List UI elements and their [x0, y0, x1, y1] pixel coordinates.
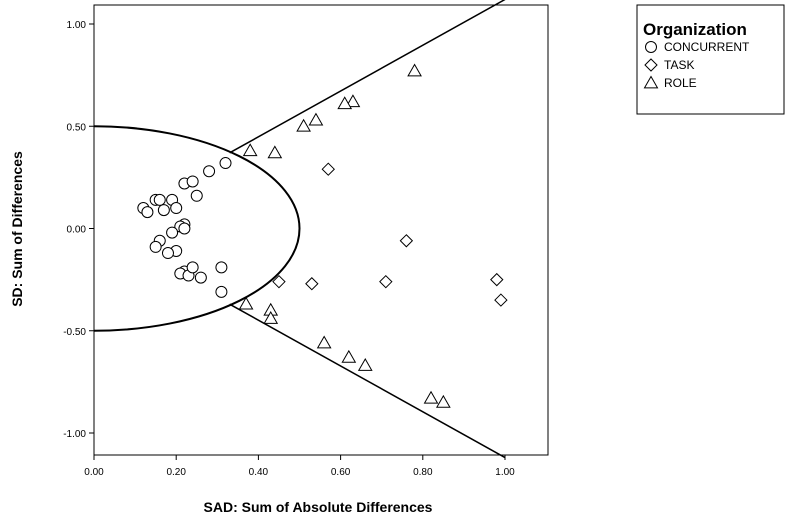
- x-tick-label: 0.80: [413, 467, 433, 478]
- legend-label-task: TASK: [664, 58, 694, 72]
- concurrent-point: [149, 240, 162, 253]
- data-points: [137, 63, 508, 408]
- task-point: [494, 293, 508, 307]
- task-point: [321, 162, 335, 176]
- x-axis-title: SAD: Sum of Absolute Differences: [204, 499, 433, 515]
- x-tick-label: 0.20: [166, 467, 186, 478]
- reference-ellipse: [93, 125, 301, 332]
- role-point: [296, 118, 311, 132]
- concurrent-point: [215, 285, 228, 298]
- legend-entries: CONCURRENT TASK ROLE: [643, 40, 750, 90]
- role-point: [263, 310, 279, 324]
- y-tick-label: -1.00: [63, 429, 86, 440]
- legend-label-concurrent: CONCURRENT: [664, 40, 750, 54]
- x-tick-label: 0.60: [331, 467, 351, 478]
- role-point: [435, 394, 451, 408]
- role-point: [337, 96, 353, 110]
- legend-title: Organization: [643, 20, 747, 39]
- concurrent-point: [157, 204, 170, 217]
- legend-marker-concurrent: [645, 41, 657, 53]
- x-tick-label: 0.40: [249, 467, 269, 478]
- concurrent-point: [153, 193, 166, 206]
- task-point: [272, 274, 286, 289]
- role-point: [345, 94, 361, 108]
- concurrent-point: [161, 247, 174, 260]
- concurrent-point: [141, 206, 154, 219]
- y-tick-label: 1.00: [67, 20, 87, 31]
- legend: Organization CONCURRENT TASK ROLE: [636, 4, 785, 115]
- concurrent-point: [194, 271, 207, 284]
- role-point: [308, 112, 324, 126]
- y-tick-label: 0.50: [67, 122, 87, 133]
- legend-box: [636, 4, 785, 115]
- task-point: [399, 234, 414, 248]
- task-point: [490, 272, 504, 287]
- concurrent-point: [178, 222, 191, 235]
- y-tick-label: -0.50: [63, 327, 86, 338]
- role-point: [357, 358, 373, 371]
- x-tick-label: 1.00: [495, 467, 515, 478]
- concurrent-point: [170, 202, 183, 215]
- task-point: [379, 274, 393, 289]
- role-point: [341, 349, 357, 363]
- role-point: [267, 145, 283, 159]
- x-tick-label: 0.00: [84, 467, 104, 478]
- reference-line: [229, 0, 506, 154]
- y-axis-title: SD: Sum of Differences: [9, 151, 25, 307]
- task-point: [305, 277, 319, 291]
- role-point: [423, 390, 439, 404]
- legend-marker-task: [644, 58, 658, 72]
- concurrent-point: [215, 261, 228, 274]
- role-point: [407, 63, 422, 77]
- concurrent-point: [190, 189, 203, 202]
- legend-marker-role: [643, 75, 659, 89]
- y-tick-label: 0.00: [67, 225, 87, 236]
- concurrent-point: [186, 261, 199, 274]
- role-point: [242, 143, 258, 157]
- legend-label-role: ROLE: [664, 76, 697, 90]
- concurrent-point: [203, 165, 216, 178]
- reference-lines: [93, 0, 506, 459]
- role-point: [238, 296, 254, 310]
- concurrent-point: [166, 226, 179, 239]
- plot-frame: [93, 4, 549, 456]
- reference-line: [229, 303, 506, 459]
- concurrent-point: [186, 175, 199, 188]
- concurrent-point: [219, 157, 232, 170]
- role-point: [316, 335, 332, 349]
- axis-ticks: 0.00 0.20 0.40 0.60 0.80 1.00 1.00 0.50 0.00 -0.5…: [63, 20, 515, 478]
